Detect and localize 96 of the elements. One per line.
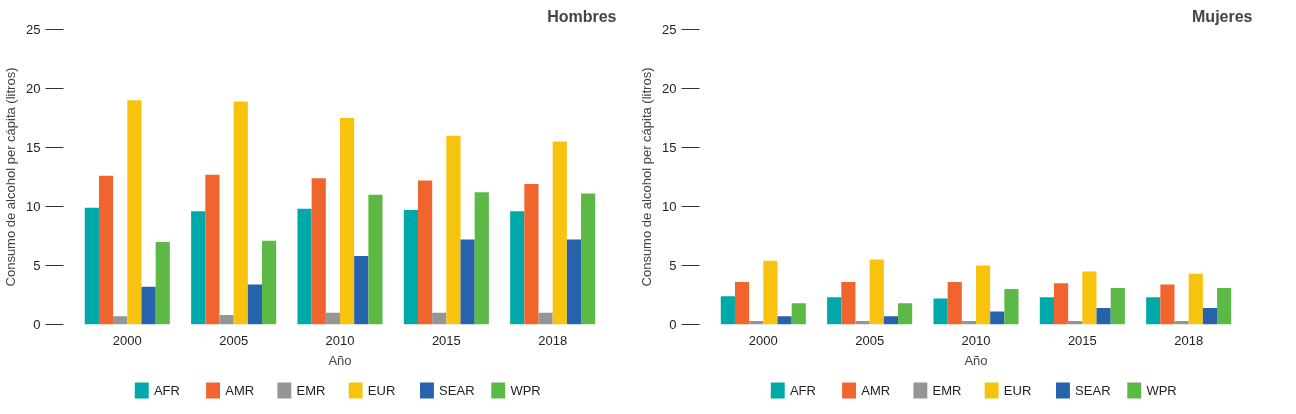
- y-tick-label: 5: [33, 258, 41, 273]
- bar: [538, 312, 553, 325]
- bar: [510, 211, 525, 325]
- bar: [325, 312, 340, 325]
- bar: [1039, 297, 1054, 325]
- x-tick-label: 2010: [961, 332, 991, 348]
- bar: [566, 239, 582, 325]
- bar: [763, 260, 778, 325]
- y-tick-label: 10: [26, 199, 41, 214]
- y-tick-label: 0: [669, 317, 677, 332]
- y-axis-title: Consumo de alcohol per cápita (litros): [639, 67, 655, 287]
- y-axis-title: Consumo de alcohol per cápita (litros): [3, 67, 19, 287]
- bar: [233, 101, 248, 325]
- x-axis-title: Año: [328, 352, 352, 368]
- bar: [869, 259, 884, 325]
- bar: [354, 256, 369, 325]
- bar: [311, 178, 326, 325]
- y-tick-label: 20: [26, 81, 41, 96]
- bar: [734, 282, 750, 325]
- bar: [1096, 307, 1111, 325]
- bar: [947, 282, 962, 325]
- y-tick-label: 25: [662, 22, 677, 37]
- y-tick-label: 10: [662, 199, 677, 214]
- bar: [262, 240, 277, 325]
- bar: [460, 239, 475, 325]
- bar: [340, 118, 355, 325]
- legend-label: WPR: [1146, 383, 1177, 398]
- bar: [1146, 297, 1161, 325]
- legend-label: AFR: [153, 383, 180, 398]
- bar: [855, 320, 870, 325]
- bar: [141, 286, 156, 325]
- y-tick-label: 15: [26, 140, 41, 155]
- legend-label: EUR: [1003, 383, 1032, 398]
- bar: [403, 210, 418, 325]
- legend-label: SEAR: [439, 383, 475, 398]
- bar: [98, 175, 114, 325]
- x-tick-label: 2018: [538, 332, 568, 348]
- bar: [720, 296, 735, 325]
- bar: [1082, 271, 1097, 325]
- x-tick-label: 2015: [431, 332, 461, 348]
- y-tick-label: 20: [662, 81, 677, 96]
- bar: [1160, 284, 1175, 325]
- bar: [581, 193, 596, 325]
- x-tick-label: 2005: [219, 332, 249, 348]
- legend-label: AMR: [225, 383, 255, 398]
- x-tick-label: 2015: [1067, 332, 1097, 348]
- x-tick-label: 2010: [325, 332, 355, 348]
- bar: [1202, 307, 1218, 325]
- bar: [474, 192, 489, 325]
- bar: [841, 282, 856, 325]
- bar: [446, 135, 461, 325]
- legend-label: EUR: [367, 383, 396, 398]
- bar: [791, 303, 806, 325]
- bar: [155, 241, 170, 325]
- legend-label: EMR: [296, 383, 326, 398]
- x-tick-label: 2000: [112, 332, 142, 348]
- x-tick-label: 2005: [855, 332, 885, 348]
- x-tick-label: 2000: [748, 332, 778, 348]
- bar: [368, 194, 383, 325]
- bar: [552, 141, 567, 325]
- bar: [883, 316, 899, 325]
- x-axis-title: Año: [964, 352, 988, 368]
- y-tick-label: 0: [33, 317, 41, 332]
- bar: [127, 100, 142, 325]
- bar: [191, 211, 206, 325]
- bar: [219, 315, 234, 325]
- legend-label: AMR: [861, 383, 891, 398]
- bar: [898, 303, 913, 325]
- chart-title: Hombres: [547, 7, 617, 25]
- bar: [1110, 287, 1125, 325]
- legend-label: SEAR: [1075, 383, 1111, 398]
- legend-label: WPR: [510, 383, 541, 398]
- legend-label: AFR: [789, 383, 816, 398]
- bar: [827, 297, 842, 325]
- bar: [524, 184, 539, 325]
- y-tick-label: 25: [26, 22, 41, 37]
- bar: [933, 298, 948, 325]
- bar: [1053, 283, 1069, 325]
- bar: [1188, 273, 1203, 325]
- bar: [297, 208, 312, 325]
- bar: [113, 316, 128, 325]
- bar: [247, 284, 263, 325]
- bar: [432, 312, 447, 325]
- bar: [417, 180, 433, 325]
- bar: [777, 316, 792, 325]
- legend-label: EMR: [932, 383, 962, 398]
- bar: [84, 207, 99, 325]
- bar: [205, 174, 220, 325]
- bar: [1004, 289, 1019, 325]
- bar: [1217, 287, 1232, 325]
- x-tick-label: 2018: [1174, 332, 1204, 348]
- y-tick-label: 5: [669, 258, 677, 273]
- chart-title: Mujeres: [1192, 7, 1253, 25]
- bar: [976, 265, 991, 325]
- y-tick-label: 15: [662, 140, 677, 155]
- bar: [990, 311, 1005, 325]
